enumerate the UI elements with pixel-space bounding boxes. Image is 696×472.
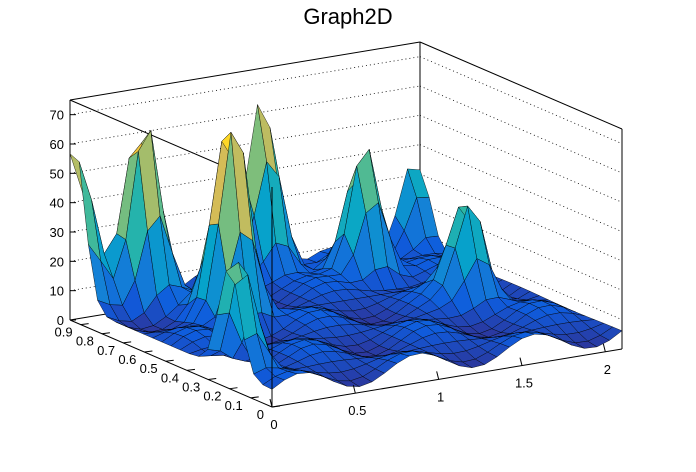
grid-line bbox=[69, 85, 421, 145]
plot-box-front bbox=[69, 187, 623, 408]
grid-line bbox=[419, 85, 623, 174]
x-tick-label: 0 bbox=[270, 417, 277, 432]
surface-mesh bbox=[69, 104, 623, 390]
x-tick-label: 1 bbox=[437, 389, 444, 404]
x-tick-label: 1.5 bbox=[515, 376, 533, 391]
y-tick-mark bbox=[271, 405, 281, 408]
y-tick-mark bbox=[208, 378, 217, 381]
surface-cell bbox=[78, 161, 102, 262]
y-tick-label: 0.7 bbox=[97, 343, 115, 358]
y-tick-label: 0.8 bbox=[76, 334, 94, 349]
grid-line bbox=[419, 173, 623, 262]
z-tick-label: 10 bbox=[50, 284, 64, 299]
z-tick-label: 40 bbox=[50, 196, 64, 211]
right-top-edge bbox=[419, 41, 623, 130]
surface-cell bbox=[599, 326, 623, 341]
y-tick-mark bbox=[186, 368, 196, 371]
z-tick-label: 0 bbox=[57, 313, 64, 328]
chart-title: Graph2D bbox=[303, 4, 393, 29]
y-tick-label: 0.1 bbox=[225, 398, 243, 413]
y-tick-mark bbox=[250, 396, 259, 399]
y-tick-label: 0.6 bbox=[118, 352, 136, 367]
y-tick-mark bbox=[229, 387, 238, 390]
x-tick-label: 2 bbox=[604, 362, 611, 377]
x-tick-label: 0.5 bbox=[348, 403, 366, 418]
grid-line bbox=[419, 202, 623, 291]
y-tick-mark bbox=[123, 341, 132, 344]
z-tick-label: 20 bbox=[50, 254, 64, 269]
grid-line bbox=[419, 144, 623, 233]
z-tick-label: 30 bbox=[50, 225, 64, 240]
y-tick-mark bbox=[144, 350, 153, 353]
x-tick-mark bbox=[602, 343, 606, 352]
x-tick-mark bbox=[436, 371, 440, 380]
y-tick-label: 0.3 bbox=[182, 380, 200, 395]
axis-ticks: 01020304050607000.10.20.30.40.50.60.70.8… bbox=[50, 108, 611, 432]
grid-line bbox=[419, 114, 623, 203]
front-bottom-edge bbox=[271, 348, 623, 408]
y-tick-label: 0.4 bbox=[161, 370, 179, 385]
back-top-edge bbox=[69, 41, 421, 101]
y-tick-label: 0.9 bbox=[55, 325, 73, 340]
x-tick-mark bbox=[519, 357, 523, 366]
grid-line bbox=[69, 56, 421, 116]
y-tick-mark bbox=[165, 359, 174, 362]
y-tick-mark bbox=[80, 323, 89, 326]
y-tick-mark bbox=[101, 332, 110, 335]
x-tick-mark bbox=[269, 398, 273, 408]
x-tick-mark bbox=[352, 385, 356, 394]
z-tick-label: 60 bbox=[50, 137, 64, 152]
z-tick-label: 70 bbox=[50, 108, 64, 123]
y-tick-label: 0.2 bbox=[203, 389, 221, 404]
grid-line bbox=[419, 56, 623, 145]
y-tick-label: 0.5 bbox=[140, 361, 158, 376]
left-bottom-edge bbox=[69, 319, 273, 408]
y-tick-label: 0 bbox=[257, 407, 264, 422]
z-tick-label: 50 bbox=[50, 166, 64, 181]
